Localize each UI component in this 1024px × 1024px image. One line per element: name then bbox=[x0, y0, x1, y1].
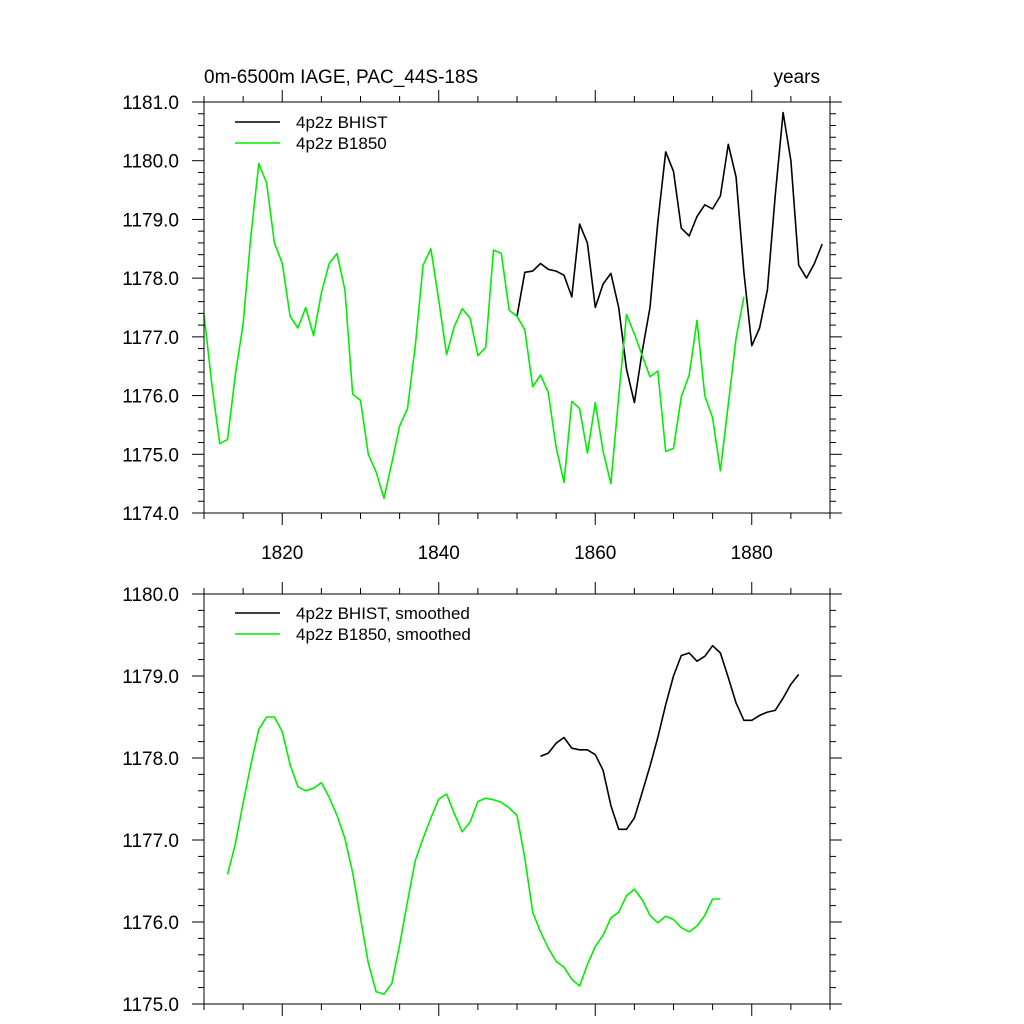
top-chart-ticks: 1174.0 1175.0 1176.0 1177.0 1178.0 1179.0 1180… bbox=[122, 90, 842, 564]
bottom-chart-series bbox=[226, 644, 800, 996]
y-tick-label: 1175.0 bbox=[122, 445, 179, 466]
x-tick-label: 1880 bbox=[731, 543, 773, 564]
y-tick-label: 1174.0 bbox=[122, 504, 179, 525]
y-tick-label: 1180.0 bbox=[122, 152, 179, 173]
x-tick-label: 1840 bbox=[418, 543, 460, 564]
bottom-legend-label-b1850: 4p2z B1850, smoothed bbox=[296, 625, 471, 644]
top-chart-title: 0m-6500m IAGE, PAC_44S-18S bbox=[204, 67, 478, 88]
y-tick-label: 1176.0 bbox=[122, 913, 179, 934]
series-line-b1850 bbox=[203, 162, 745, 500]
top-legend-label-bhist: 4p2z BHIST bbox=[296, 113, 388, 132]
y-tick-label: 1181.0 bbox=[122, 93, 179, 114]
series-line-bhist bbox=[540, 644, 800, 831]
y-tick-label: 1178.0 bbox=[122, 269, 179, 290]
bottom-chart-plot-frame bbox=[203, 593, 831, 1005]
x-tick-label: 1820 bbox=[261, 543, 303, 564]
series-line-b1850 bbox=[226, 716, 721, 996]
top-chart-units: years bbox=[774, 67, 820, 88]
top-chart-series bbox=[203, 111, 823, 500]
bottom-chart-legend: 4p2z BHIST, smoothed 4p2z B1850, smoothe… bbox=[235, 604, 471, 644]
y-tick-label: 1177.0 bbox=[122, 328, 179, 349]
y-tick-label: 1179.0 bbox=[122, 210, 179, 231]
y-tick-label: 1175.0 bbox=[122, 995, 179, 1016]
y-tick-label: 1179.0 bbox=[122, 667, 179, 688]
x-tick-label: 1860 bbox=[574, 543, 616, 564]
bottom-chart-ticks: 1175.0 1176.0 1177.0 1178.0 1179.0 1180.0 bbox=[122, 582, 842, 1016]
y-tick-label: 1176.0 bbox=[122, 387, 179, 408]
top-legend-label-b1850: 4p2z B1850 bbox=[296, 134, 387, 153]
top-chart-plot-frame bbox=[203, 101, 831, 514]
bottom-chart-panel: 1175.0 1176.0 1177.0 1178.0 1179.0 1180.0 4p2… bbox=[122, 582, 842, 1016]
y-tick-label: 1178.0 bbox=[122, 749, 179, 770]
bottom-legend-label-bhist: 4p2z BHIST, smoothed bbox=[296, 604, 470, 623]
top-chart-legend: 4p2z BHIST 4p2z B1850 bbox=[235, 113, 388, 153]
y-tick-label: 1177.0 bbox=[122, 831, 179, 852]
series-line-bhist bbox=[516, 111, 823, 404]
y-tick-label: 1180.0 bbox=[122, 585, 179, 606]
top-chart-panel: 0m-6500m IAGE, PAC_44S-18S years 1174.01… bbox=[122, 67, 842, 564]
